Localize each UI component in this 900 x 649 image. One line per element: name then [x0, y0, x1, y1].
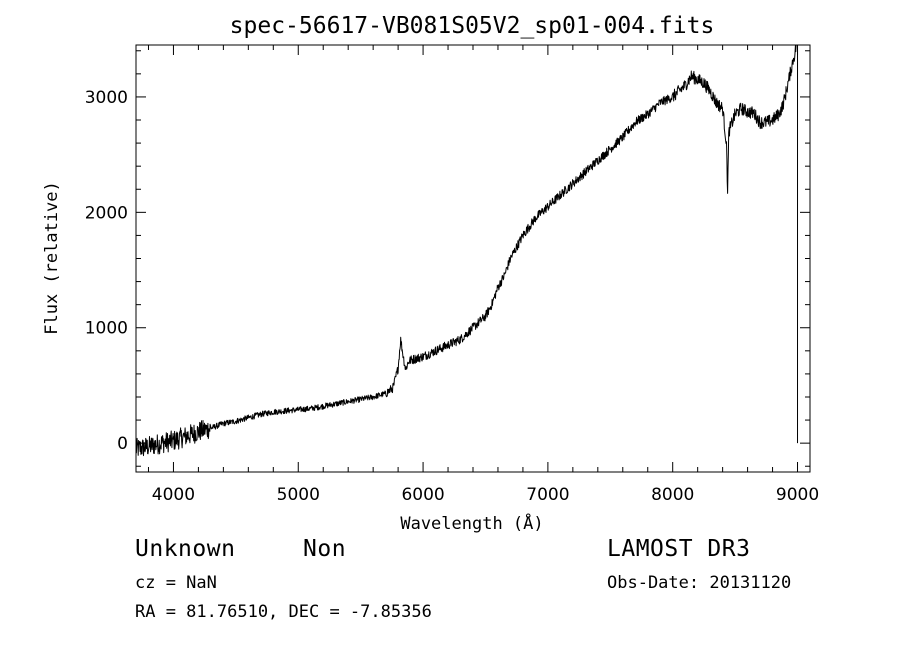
x-tick-label: 6000 [401, 485, 444, 505]
object-subclass-label: Non [303, 536, 347, 562]
chart-title: spec-56617-VB081S05V2_sp01-004.fits [230, 13, 715, 39]
x-tick-labels: 4000 5000 6000 7000 8000 9000 [152, 485, 819, 505]
y-tick-label: 0 [117, 434, 128, 454]
x-tick-label: 9000 [776, 485, 819, 505]
y-tick-label: 3000 [85, 88, 128, 108]
x-tick-label: 4000 [152, 485, 195, 505]
spectrum-line [135, 44, 797, 457]
y-tick-label: 1000 [85, 319, 128, 339]
obs-date-label: Obs-Date: 20131120 [607, 573, 792, 593]
y-tick-label: 2000 [85, 203, 128, 223]
x-tick-label: 8000 [651, 485, 694, 505]
coordinates-label: RA = 81.76510, DEC = -7.85356 [135, 602, 432, 622]
x-tick-label: 5000 [277, 485, 320, 505]
y-axis-label: Flux (relative) [42, 181, 62, 335]
object-class-label: Unknown [135, 536, 236, 562]
x-tick-label: 7000 [526, 485, 569, 505]
redshift-label: cz = NaN [135, 573, 217, 593]
y-tick-labels: 0 1000 2000 3000 [85, 88, 128, 454]
survey-label: LAMOST DR3 [607, 536, 751, 562]
x-axis-label: Wavelength (Å) [400, 512, 543, 534]
plot-frame [135, 44, 811, 473]
axis-ticks [136, 45, 810, 472]
